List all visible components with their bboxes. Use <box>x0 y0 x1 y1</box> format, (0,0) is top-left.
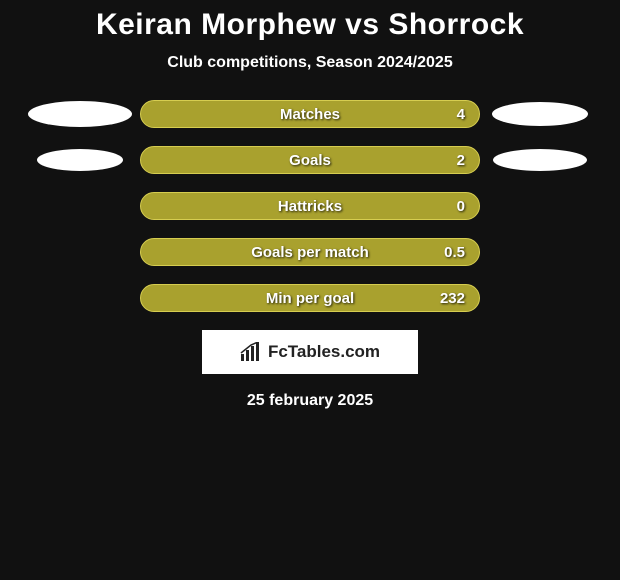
stat-label: Hattricks <box>278 198 342 215</box>
stat-row: Goals 2 <box>0 146 620 174</box>
left-side <box>20 149 140 171</box>
page-title: Keiran Morphew vs Shorrock <box>0 8 620 42</box>
stat-value: 0 <box>457 198 465 215</box>
stat-bar: Min per goal 232 <box>140 284 480 312</box>
subtitle: Club competitions, Season 2024/2025 <box>0 54 620 72</box>
stat-rows: Matches 4 Goals 2 Hattricks 0 Goals per match 0… <box>0 100 620 312</box>
stat-row: Matches 4 <box>0 100 620 128</box>
stat-bar: Hattricks 0 <box>140 192 480 220</box>
stat-label: Goals per match <box>251 244 369 261</box>
logo-text: FcTables.com <box>268 342 380 362</box>
left-side <box>20 101 140 127</box>
stat-value: 2 <box>457 152 465 169</box>
stat-value: 4 <box>457 106 465 123</box>
stat-row: Goals per match 0.5 <box>0 238 620 266</box>
stat-label: Goals <box>289 152 331 169</box>
stat-row: Min per goal 232 <box>0 284 620 312</box>
right-side <box>480 149 600 171</box>
date-text: 25 february 2025 <box>0 392 620 410</box>
bar-chart-icon <box>240 342 262 362</box>
right-side <box>480 102 600 126</box>
stat-row: Hattricks 0 <box>0 192 620 220</box>
stat-label: Matches <box>280 106 340 123</box>
stat-bar: Goals per match 0.5 <box>140 238 480 266</box>
player-ellipse-right <box>493 149 587 171</box>
comparison-infographic: Keiran Morphew vs Shorrock Club competit… <box>0 0 620 410</box>
logo-box: FcTables.com <box>202 330 418 374</box>
stat-bar: Goals 2 <box>140 146 480 174</box>
player-ellipse-left <box>28 101 132 127</box>
player-ellipse-right <box>492 102 588 126</box>
stat-label: Min per goal <box>266 290 354 307</box>
stat-bar: Matches 4 <box>140 100 480 128</box>
stat-value: 232 <box>440 290 465 307</box>
stat-value: 0.5 <box>444 244 465 261</box>
player-ellipse-left <box>37 149 123 171</box>
